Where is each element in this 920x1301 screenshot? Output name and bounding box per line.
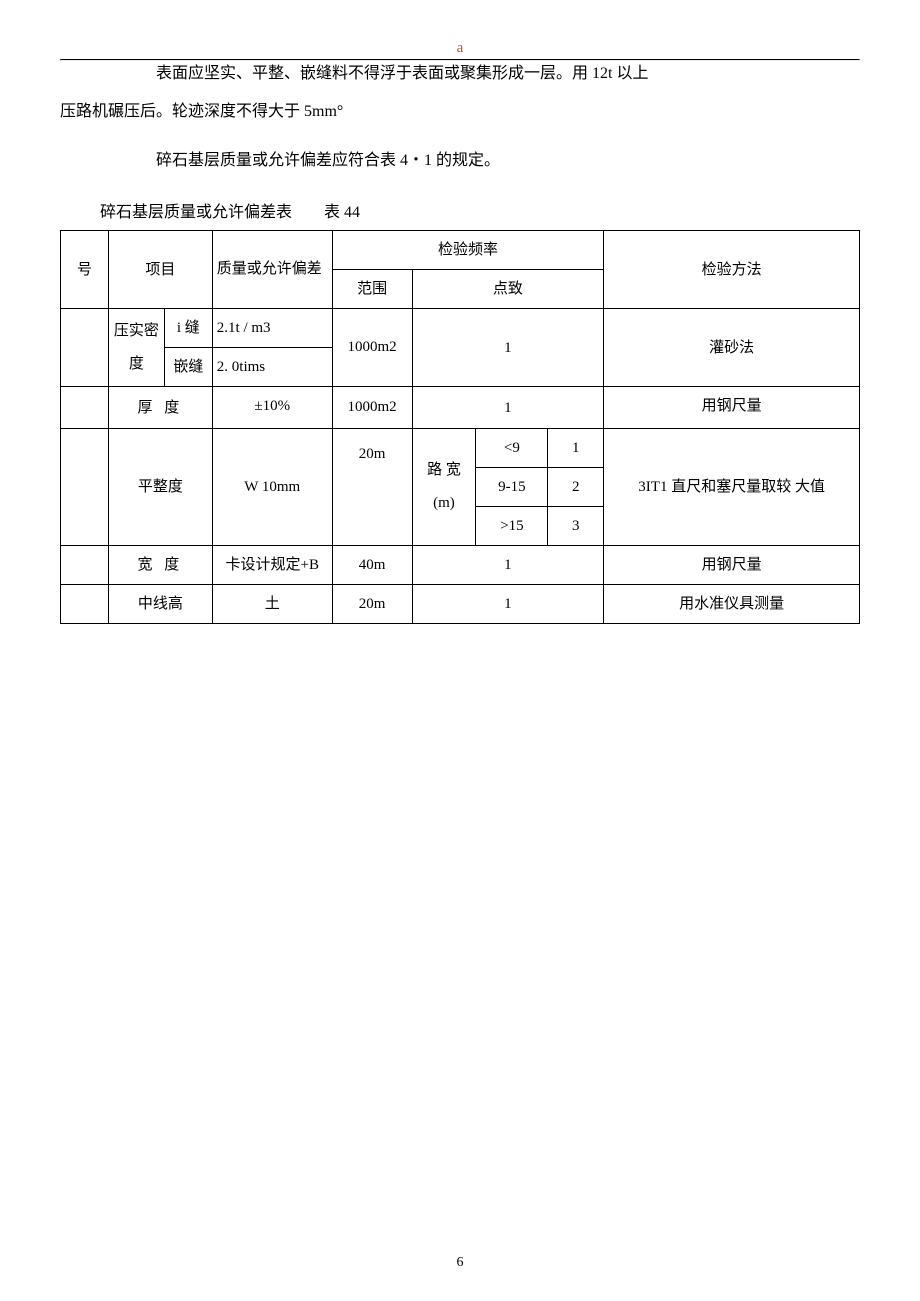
table-caption-right: 表 44 xyxy=(324,204,360,221)
r1-sub2-label: 嵌缝 xyxy=(164,348,212,387)
paragraph-1-line2: 压路机碾压后。轮迹深度不得大于 5mm° xyxy=(60,93,860,131)
r3-lukuan: 路 宽 (m) xyxy=(412,429,476,546)
r4-xiangmu: 宽 度 xyxy=(108,546,212,585)
r1-hao xyxy=(61,309,109,387)
hdr-zhiliang: 质量或允许偏差 xyxy=(212,231,332,309)
r1-xiangmu: 压实密度 xyxy=(108,309,164,387)
r3-fangfa: 3IT1 直尺和塞尺量取较 大值 xyxy=(604,429,860,546)
row-5: 中线高 土 20m 1 用水准仪具测量 xyxy=(61,585,860,624)
r3-a2: 9-15 xyxy=(476,468,548,507)
r3-fanwei: 20m xyxy=(332,429,412,546)
r3-a3: >15 xyxy=(476,507,548,546)
r5-dianzhi: 1 xyxy=(412,585,604,624)
hdr-dianzhi: 点致 xyxy=(412,270,604,309)
r5-fangfa: 用水准仪具测量 xyxy=(604,585,860,624)
tolerance-table: 号 项目 质量或允许偏差 检验频率 检验方法 范围 点致 压实密度 i 缝 2.… xyxy=(60,230,860,624)
r4-dianzhi: 1 xyxy=(412,546,604,585)
hdr-fangfa: 检验方法 xyxy=(604,231,860,309)
r5-zhiliang: 土 xyxy=(212,585,332,624)
r3-n2: 2 xyxy=(548,468,604,507)
r2-fangfa: 用钢尺量 xyxy=(604,387,860,429)
row-2: 厚 度 ±10% 1000m2 1 用钢尺量 xyxy=(61,387,860,429)
row-3a: 平整度 W 10mm 20m 路 宽 (m) <9 1 3IT1 直尺和塞尺量取… xyxy=(61,429,860,468)
r3-xiangmu: 平整度 xyxy=(108,429,212,546)
hdr-fanwei: 范围 xyxy=(332,270,412,309)
r5-hao xyxy=(61,585,109,624)
r3-a1: <9 xyxy=(476,429,548,468)
r4-zhiliang: 卡设计规定+B xyxy=(212,546,332,585)
r4-fanwei: 40m xyxy=(332,546,412,585)
r1-fangfa: 灌砂法 xyxy=(604,309,860,387)
r1-dianzhi: 1 xyxy=(412,309,604,387)
r1-sub2-val: 2. 0tims xyxy=(212,348,332,387)
r5-fanwei: 20m xyxy=(332,585,412,624)
r5-xiangmu: 中线高 xyxy=(108,585,212,624)
table-caption-left: 碎石基层质量或允许偏差表 xyxy=(100,204,292,221)
r2-dianzhi: 1 xyxy=(412,387,604,429)
r4-fangfa: 用钢尺量 xyxy=(604,546,860,585)
r2-hao xyxy=(61,387,109,429)
page-number: 6 xyxy=(0,1255,920,1271)
hdr-hao: 号 xyxy=(61,231,109,309)
r3-hao xyxy=(61,429,109,546)
r3-zhiliang: W 10mm xyxy=(212,429,332,546)
r3-n1: 1 xyxy=(548,429,604,468)
r4-hao xyxy=(61,546,109,585)
r2-fanwei: 1000m2 xyxy=(332,387,412,429)
r3-n3: 3 xyxy=(548,507,604,546)
r2-zhiliang: ±10% xyxy=(212,387,332,429)
r1-sub1-val: 2.1t / m3 xyxy=(212,309,332,348)
table-caption: 碎石基层质量或允许偏差表 表 44 xyxy=(100,198,860,222)
table-header-row-1: 号 项目 质量或允许偏差 检验频率 检验方法 xyxy=(61,231,860,270)
row-4: 宽 度 卡设计规定+B 40m 1 用钢尺量 xyxy=(61,546,860,585)
paragraph-2: 碎石基层质量或允许偏差应符合表 4・1 的规定。 xyxy=(60,142,860,180)
hdr-xiangmu: 项目 xyxy=(108,231,212,309)
paragraph-1-line1: 表面应坚实、平整、嵌缝料不得浮于表面或聚集形成一层。用 12t 以上 xyxy=(60,55,860,93)
hdr-jianyan-pinlv: 检验频率 xyxy=(332,231,604,270)
row-1a: 压实密度 i 缝 2.1t / m3 1000m2 1 灌砂法 xyxy=(61,309,860,348)
r1-sub1-label: i 缝 xyxy=(164,309,212,348)
r1-fanwei: 1000m2 xyxy=(332,309,412,387)
r2-xiangmu: 厚 度 xyxy=(108,387,212,429)
